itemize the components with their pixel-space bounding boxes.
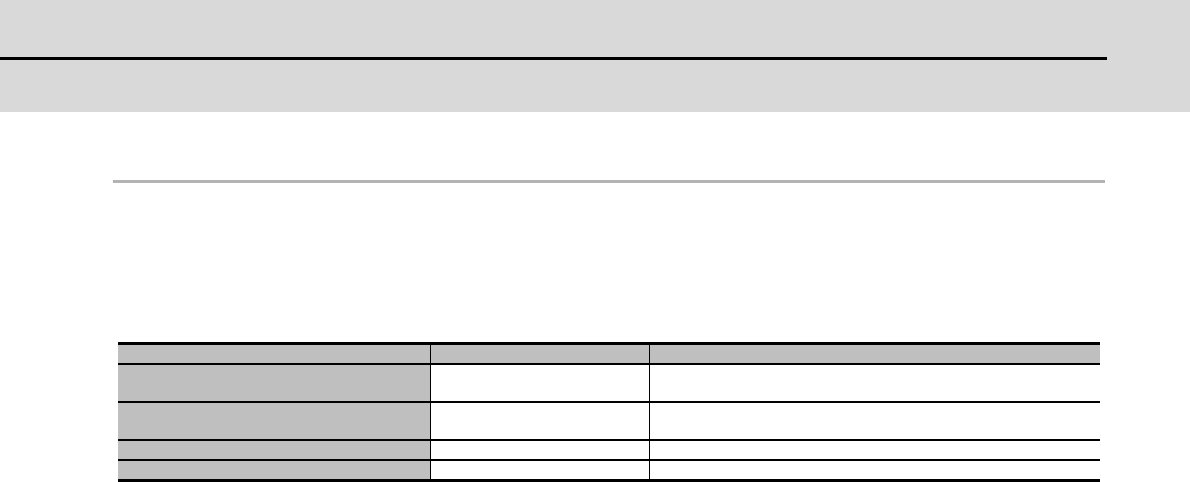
table-cell — [430, 459, 650, 481]
table-row — [118, 439, 1100, 460]
table-row — [118, 459, 1100, 481]
table-row — [118, 401, 1100, 440]
table-cell — [649, 363, 1100, 402]
table-cell — [430, 401, 650, 440]
table-header-row — [118, 343, 1100, 364]
table-row — [118, 363, 1100, 402]
table-cell — [118, 459, 431, 481]
header-rule — [0, 57, 1107, 60]
table-cell — [118, 401, 431, 440]
header-cell — [118, 343, 431, 364]
table-cell — [118, 363, 431, 402]
data-table — [118, 342, 1100, 482]
table-cell — [649, 439, 1100, 460]
table-cell — [649, 401, 1100, 440]
header-cell — [430, 343, 650, 364]
table-cell — [430, 439, 650, 460]
header-cell — [649, 343, 1100, 364]
header-band — [0, 0, 1190, 112]
table-cell — [430, 363, 650, 402]
table-cell — [118, 439, 431, 460]
section-divider — [113, 180, 1105, 183]
table-cell — [649, 459, 1100, 481]
